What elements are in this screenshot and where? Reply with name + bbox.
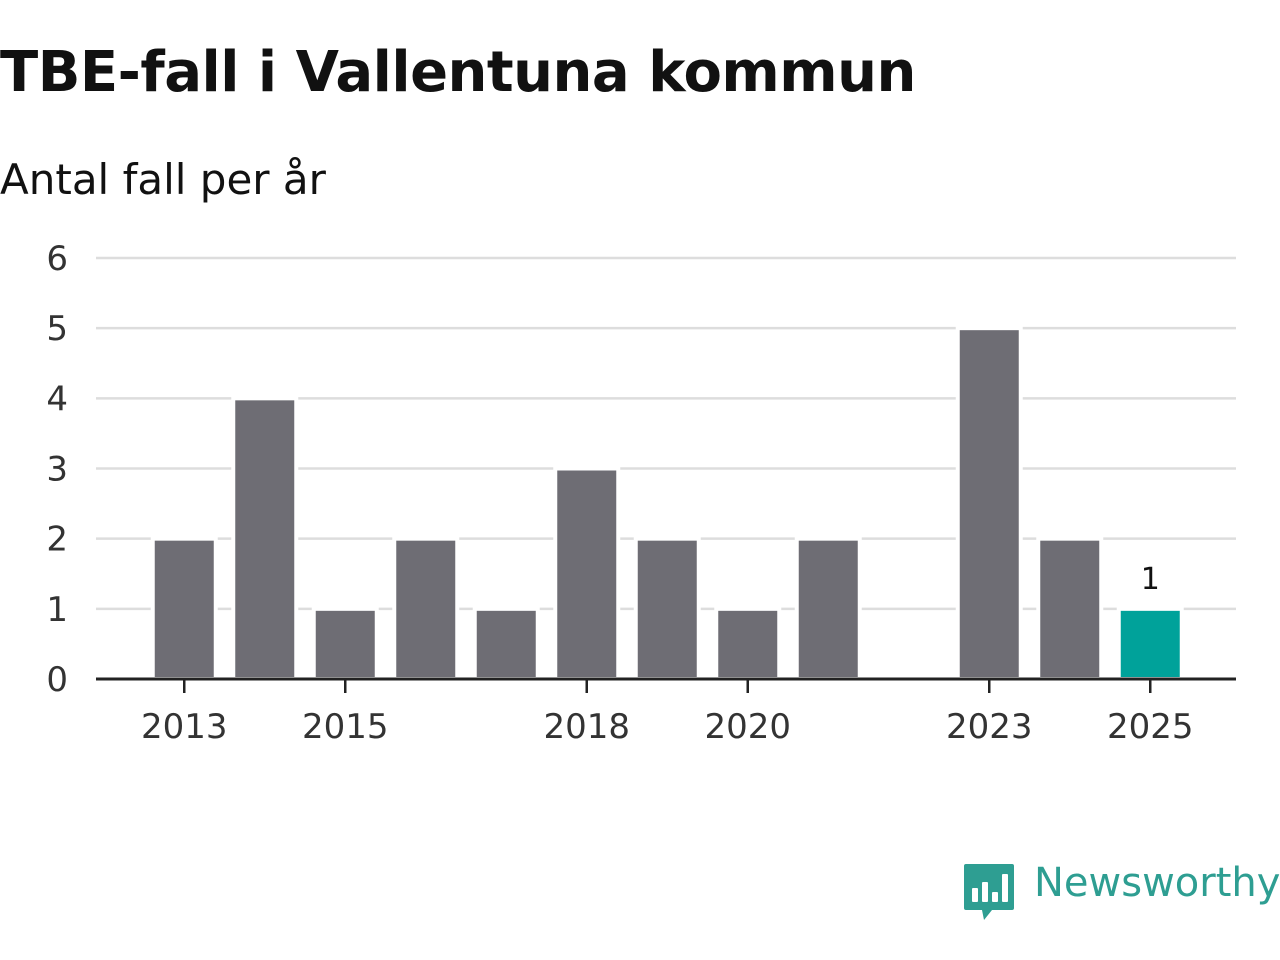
x-tick-label: 2015 (302, 707, 389, 747)
bar-chart-speech-bubble-icon (964, 864, 1014, 920)
y-tick-label: 1 (46, 590, 68, 630)
bar-chart: 0 1 2 3 4 5 6 1 2013 2015 2018 2020 2023 2025 (46, 239, 1236, 747)
x-tick-label: 2018 (543, 707, 630, 747)
y-tick-label: 2 (46, 520, 68, 560)
y-tick-label: 3 (46, 450, 68, 490)
x-tick-label: 2013 (141, 707, 228, 747)
bar (955, 326, 1023, 681)
bar (794, 536, 862, 682)
bar (553, 466, 621, 681)
bar (150, 536, 218, 682)
bar (392, 536, 460, 682)
data-label: 1 (1141, 562, 1160, 597)
bar (231, 396, 299, 681)
x-tick-label: 2020 (704, 707, 791, 747)
bar (714, 606, 782, 681)
x-tick-label: 2023 (946, 707, 1033, 747)
bar (311, 606, 379, 681)
y-tick-label: 5 (46, 309, 68, 349)
brand-name: Newsworthy (1034, 860, 1280, 906)
brand-footer: Newsworthy (962, 860, 1280, 928)
y-tick-label: 0 (46, 660, 68, 700)
bar (1116, 606, 1184, 681)
y-tick-label: 4 (46, 379, 68, 419)
x-tick-label: 2025 (1107, 707, 1194, 747)
bar (633, 536, 701, 682)
bar (1036, 536, 1104, 682)
chart-subtitle: Antal fall per år (0, 155, 326, 204)
y-tick-label: 6 (46, 239, 68, 279)
bar (472, 606, 540, 681)
chart-title: TBE-fall i Vallentuna kommun (0, 40, 916, 105)
